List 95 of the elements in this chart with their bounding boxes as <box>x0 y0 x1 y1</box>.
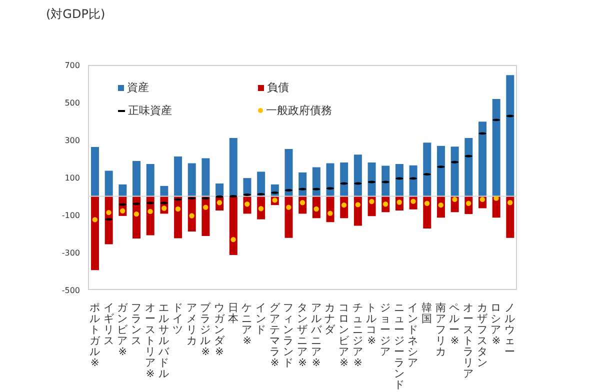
x-tick-label: チュニジア※ <box>352 302 364 369</box>
bar <box>104 170 113 196</box>
bar <box>174 156 182 196</box>
y-tick-label: -300 <box>62 248 80 258</box>
bar <box>409 165 418 196</box>
x-tick-label: インド <box>255 302 266 336</box>
bar <box>478 122 486 196</box>
x-tick-label: フィンランド <box>283 302 294 369</box>
bar <box>395 164 404 196</box>
x-tick-label: ケニア※ <box>242 302 253 347</box>
bar <box>340 162 348 196</box>
bar <box>298 172 307 196</box>
bar <box>91 146 99 196</box>
bar <box>368 162 376 196</box>
bar <box>188 163 196 196</box>
point <box>148 208 153 214</box>
bar <box>257 172 266 196</box>
point <box>106 210 112 216</box>
legend-label: 正味資産 <box>128 103 172 118</box>
point <box>120 208 126 214</box>
bar <box>436 146 445 196</box>
x-tick-label: オーストラリア <box>463 302 474 380</box>
point <box>92 217 98 222</box>
x-tick-label: ガンビア※ <box>117 302 130 358</box>
y-tick-label: 500 <box>64 98 80 108</box>
bar <box>229 138 238 196</box>
legend-label: 資産 <box>127 80 149 95</box>
x-tick-label: アルバニア※ <box>310 302 323 369</box>
bar <box>312 167 320 196</box>
x-tick-label: ノルウェー <box>504 302 516 358</box>
point <box>175 206 181 212</box>
x-tick-label: ポルトガル※ <box>89 302 102 369</box>
point <box>452 196 458 202</box>
x-tick-label: インドネシア <box>408 302 419 369</box>
x-tick-label: トルコ※ <box>366 302 378 347</box>
x-tick-label: タンザニア※ <box>297 302 308 369</box>
bar <box>146 164 154 196</box>
x-tick-label: ウガンダ※ <box>214 302 226 358</box>
y-tick-label: -100 <box>62 210 80 220</box>
y-tick-label: -500 <box>62 286 80 295</box>
bar <box>423 142 432 196</box>
bar <box>229 196 238 255</box>
x-tick-label: カナダ <box>324 302 337 336</box>
point <box>203 204 208 210</box>
point <box>189 213 194 218</box>
x-tick-label: ロシア※ <box>490 302 502 347</box>
bar <box>506 75 514 196</box>
x-tick-label: ペルー※ <box>449 302 460 347</box>
x-tick-label: アメリカ <box>186 302 198 347</box>
bar <box>118 184 127 196</box>
point <box>230 236 236 242</box>
bar <box>423 196 432 228</box>
x-tick-label: 南アフリカ <box>435 301 446 358</box>
x-tick-label: エルサルバドル <box>158 302 171 380</box>
y-tick-label: 700 <box>64 60 80 70</box>
bar <box>382 166 390 196</box>
x-tick-label: コロンビア※ <box>338 302 351 369</box>
x-tick-label: ニュージーランド <box>394 302 405 391</box>
legend-label: 一般政府債務 <box>266 103 332 118</box>
point <box>369 198 374 204</box>
x-tick-label: オーストリア※ <box>144 302 156 380</box>
point <box>494 196 499 201</box>
bar <box>160 186 168 196</box>
x-tick-label: 韓国 <box>422 301 433 325</box>
x-tick-label: カザフスタン <box>476 302 488 369</box>
bar <box>464 138 473 196</box>
point <box>286 204 292 210</box>
legend-label: 負債 <box>267 80 289 95</box>
chart-title: (対GDP比) <box>46 6 106 23</box>
bar <box>91 196 99 270</box>
x-tick-label: 日本 <box>228 302 239 325</box>
x-tick-label: ブラジル※ <box>200 301 212 358</box>
bar <box>216 184 224 196</box>
bar <box>492 98 500 196</box>
bar <box>284 149 293 196</box>
x-tick-label: ドイツ <box>172 302 184 336</box>
bar <box>354 154 362 196</box>
point <box>424 200 430 206</box>
point <box>162 206 167 211</box>
point <box>355 202 360 208</box>
x-tick-label: ジョージア <box>380 302 392 358</box>
bar <box>506 196 514 238</box>
x-tick-label: フランス <box>130 302 142 347</box>
y-tick-label: 100 <box>64 173 80 182</box>
bar <box>326 163 334 196</box>
y-tick-label: 300 <box>64 136 80 145</box>
point <box>134 211 140 217</box>
point <box>328 210 333 216</box>
bar <box>450 146 459 196</box>
bar <box>284 196 293 238</box>
x-tick-label: グアテマラ※ <box>269 302 282 369</box>
point <box>507 200 513 206</box>
x-tick-label: イギリス <box>103 302 114 347</box>
bar <box>202 158 210 196</box>
bar <box>132 161 141 196</box>
